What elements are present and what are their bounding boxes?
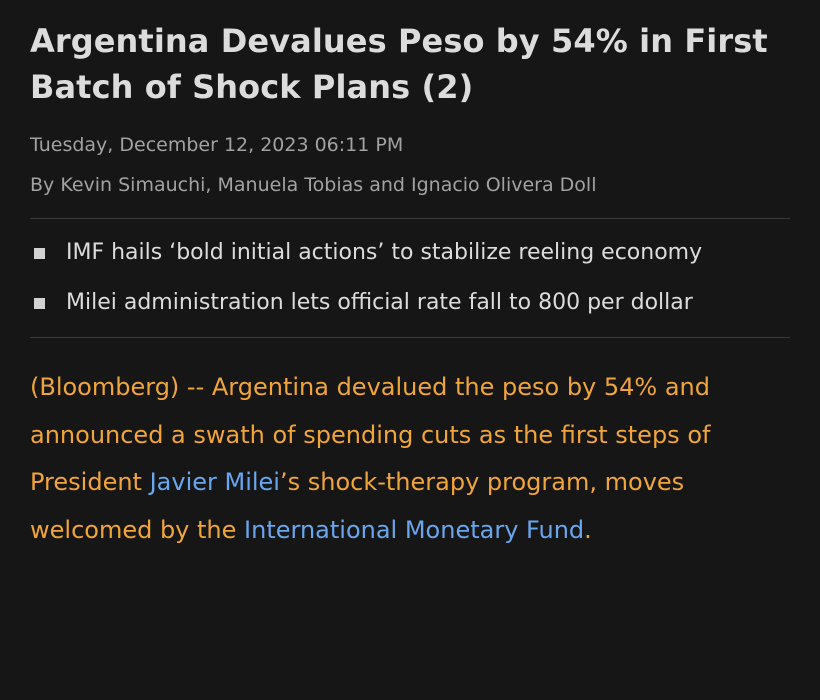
article-headline: Argentina Devalues Peso by 54% in First … [30, 22, 768, 106]
summary-bullet-text: IMF hails ‘bold initial actions’ to stab… [66, 240, 703, 265]
article-body: (Bloomberg) -- Argentina devalued the pe… [30, 364, 790, 554]
summary-bullet: IMF hails ‘bold initial actions’ to stab… [30, 235, 790, 271]
person-link-javier-milei[interactable]: Javier Milei [149, 468, 280, 496]
body-text-segment: ’s shock-therapy program, moves welcomed… [30, 468, 685, 544]
divider-top [30, 218, 790, 219]
summary-bullet: Milei administration lets official rate … [30, 285, 790, 321]
divider-bottom [30, 337, 790, 338]
summary-bullet-text: Milei administration lets official rate … [66, 290, 693, 315]
square-bullet-icon [34, 298, 45, 309]
body-text-segment: . [584, 515, 592, 544]
article-byline: By Kevin Simauchi, Manuela Tobias and Ig… [30, 174, 597, 196]
article-meta: Tuesday, December 12, 2023 06:11 PM By K… [30, 132, 790, 198]
square-bullet-icon [34, 248, 45, 259]
summary-bullets: IMF hails ‘bold initial actions’ to stab… [30, 219, 790, 337]
body-text-segment: (Bloomberg) -- Argentina devalued the pe… [30, 373, 711, 496]
org-link-imf[interactable]: International Monetary Fund [244, 515, 585, 544]
article-timestamp: Tuesday, December 12, 2023 06:11 PM [30, 134, 404, 156]
